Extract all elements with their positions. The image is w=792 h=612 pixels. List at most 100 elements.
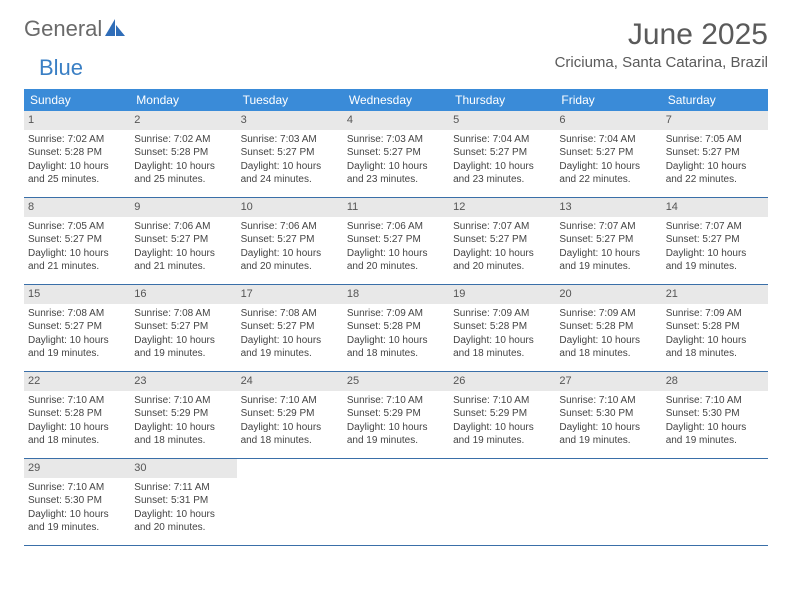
sunset-line: Sunset: 5:29 PM [453, 407, 551, 421]
day-number: 20 [555, 285, 661, 304]
daylight-line: and 19 minutes. [666, 434, 764, 448]
sunrise-line: Sunrise: 7:06 AM [134, 220, 232, 234]
daylight-line: and 20 minutes. [241, 260, 339, 274]
daylight-line: Daylight: 10 hours [559, 334, 657, 348]
sunrise-line: Sunrise: 7:10 AM [347, 394, 445, 408]
sunset-line: Sunset: 5:29 PM [241, 407, 339, 421]
sunset-line: Sunset: 5:27 PM [559, 233, 657, 247]
day-header: Tuesday [237, 89, 343, 111]
daylight-line: and 18 minutes. [28, 434, 126, 448]
daylight-line: Daylight: 10 hours [28, 247, 126, 261]
day-number: 19 [449, 285, 555, 304]
sunset-line: Sunset: 5:30 PM [666, 407, 764, 421]
sunset-line: Sunset: 5:27 PM [453, 146, 551, 160]
day-cell: 25 Sunrise: 7:10 AMSunset: 5:29 PMDayligh… [343, 372, 449, 458]
daylight-line: and 19 minutes. [347, 434, 445, 448]
sunset-line: Sunset: 5:30 PM [28, 494, 126, 508]
daylight-line: and 19 minutes. [134, 347, 232, 361]
daylight-line: Daylight: 10 hours [559, 421, 657, 435]
sunset-line: Sunset: 5:27 PM [134, 320, 232, 334]
day-header: Monday [130, 89, 236, 111]
week-row: 1Sunrise: 7:02 AMSunset: 5:28 PMDaylight… [24, 111, 768, 198]
day-number: 28 [662, 372, 768, 391]
sunset-line: Sunset: 5:27 PM [134, 233, 232, 247]
month-title: June 2025 [555, 18, 768, 52]
day-number: 16 [130, 285, 236, 304]
daylight-line: Daylight: 10 hours [347, 247, 445, 261]
daylight-line: and 24 minutes. [241, 173, 339, 187]
day-cell: 12Sunrise: 7:07 AMSunset: 5:27 PMDayligh… [449, 198, 555, 284]
day-cell: 3Sunrise: 7:03 AMSunset: 5:27 PMDaylight… [237, 111, 343, 197]
sunrise-line: Sunrise: 7:09 AM [453, 307, 551, 321]
sunrise-line: Sunrise: 7:10 AM [559, 394, 657, 408]
sunrise-line: Sunrise: 7:06 AM [347, 220, 445, 234]
week-row: 22Sunrise: 7:10 AMSunset: 5:28 PMDayligh… [24, 372, 768, 459]
daylight-line: and 19 minutes. [453, 434, 551, 448]
daylight-line: and 19 minutes. [559, 434, 657, 448]
day-cell: 22Sunrise: 7:10 AMSunset: 5:28 PMDayligh… [24, 372, 130, 458]
daylight-line: Daylight: 10 hours [666, 247, 764, 261]
daylight-line: Daylight: 10 hours [134, 508, 232, 522]
day-cell [662, 459, 768, 545]
day-cell: 10Sunrise: 7:06 AMSunset: 5:27 PMDayligh… [237, 198, 343, 284]
daylight-line: Daylight: 10 hours [666, 421, 764, 435]
day-header-row: SundayMondayTuesdayWednesdayThursdayFrid… [24, 89, 768, 111]
sunrise-line: Sunrise: 7:02 AM [134, 133, 232, 147]
sunset-line: Sunset: 5:30 PM [559, 407, 657, 421]
sunset-line: Sunset: 5:29 PM [347, 407, 445, 421]
day-number: 14 [662, 198, 768, 217]
daylight-line: Daylight: 10 hours [134, 334, 232, 348]
sunset-line: Sunset: 5:31 PM [134, 494, 232, 508]
sunrise-line: Sunrise: 7:03 AM [241, 133, 339, 147]
day-number: 10 [237, 198, 343, 217]
day-cell: 9Sunrise: 7:06 AMSunset: 5:27 PMDaylight… [130, 198, 236, 284]
daylight-line: and 21 minutes. [28, 260, 126, 274]
daylight-line: Daylight: 10 hours [347, 421, 445, 435]
day-cell: 20Sunrise: 7:09 AMSunset: 5:28 PMDayligh… [555, 285, 661, 371]
day-cell [237, 459, 343, 545]
sunrise-line: Sunrise: 7:02 AM [28, 133, 126, 147]
daylight-line: and 22 minutes. [559, 173, 657, 187]
daylight-line: and 23 minutes. [453, 173, 551, 187]
daylight-line: and 19 minutes. [666, 260, 764, 274]
daylight-line: Daylight: 10 hours [666, 334, 764, 348]
day-number: 25 [343, 372, 449, 391]
sunrise-line: Sunrise: 7:10 AM [28, 394, 126, 408]
sunrise-line: Sunrise: 7:08 AM [28, 307, 126, 321]
daylight-line: and 18 minutes. [559, 347, 657, 361]
sunrise-line: Sunrise: 7:05 AM [28, 220, 126, 234]
calendar: SundayMondayTuesdayWednesdayThursdayFrid… [24, 89, 768, 546]
sunrise-line: Sunrise: 7:07 AM [453, 220, 551, 234]
sunrise-line: Sunrise: 7:09 AM [666, 307, 764, 321]
daylight-line: Daylight: 10 hours [453, 160, 551, 174]
sunrise-line: Sunrise: 7:06 AM [241, 220, 339, 234]
day-number: 23 [130, 372, 236, 391]
sunset-line: Sunset: 5:28 PM [453, 320, 551, 334]
day-cell: 5Sunrise: 7:04 AMSunset: 5:27 PMDaylight… [449, 111, 555, 197]
day-number: 26 [449, 372, 555, 391]
daylight-line: Daylight: 10 hours [28, 508, 126, 522]
daylight-line: Daylight: 10 hours [666, 160, 764, 174]
day-number: 4 [343, 111, 449, 130]
day-cell: 21Sunrise: 7:09 AMSunset: 5:28 PMDayligh… [662, 285, 768, 371]
day-header: Thursday [449, 89, 555, 111]
daylight-line: Daylight: 10 hours [347, 334, 445, 348]
daylight-line: Daylight: 10 hours [241, 160, 339, 174]
daylight-line: and 20 minutes. [134, 521, 232, 535]
sunrise-line: Sunrise: 7:07 AM [559, 220, 657, 234]
sunrise-line: Sunrise: 7:09 AM [559, 307, 657, 321]
day-number: 11 [343, 198, 449, 217]
sunset-line: Sunset: 5:27 PM [559, 146, 657, 160]
daylight-line: and 21 minutes. [134, 260, 232, 274]
day-cell: 2Sunrise: 7:02 AMSunset: 5:28 PMDaylight… [130, 111, 236, 197]
week-row: 29Sunrise: 7:10 AMSunset: 5:30 PMDayligh… [24, 459, 768, 546]
day-cell: 4Sunrise: 7:03 AMSunset: 5:27 PMDaylight… [343, 111, 449, 197]
daylight-line: and 19 minutes. [241, 347, 339, 361]
sunrise-line: Sunrise: 7:11 AM [134, 481, 232, 495]
daylight-line: and 20 minutes. [347, 260, 445, 274]
sunset-line: Sunset: 5:28 PM [347, 320, 445, 334]
day-cell: 23Sunrise: 7:10 AMSunset: 5:29 PMDayligh… [130, 372, 236, 458]
daylight-line: and 19 minutes. [559, 260, 657, 274]
sunset-line: Sunset: 5:27 PM [241, 320, 339, 334]
day-number: 8 [24, 198, 130, 217]
